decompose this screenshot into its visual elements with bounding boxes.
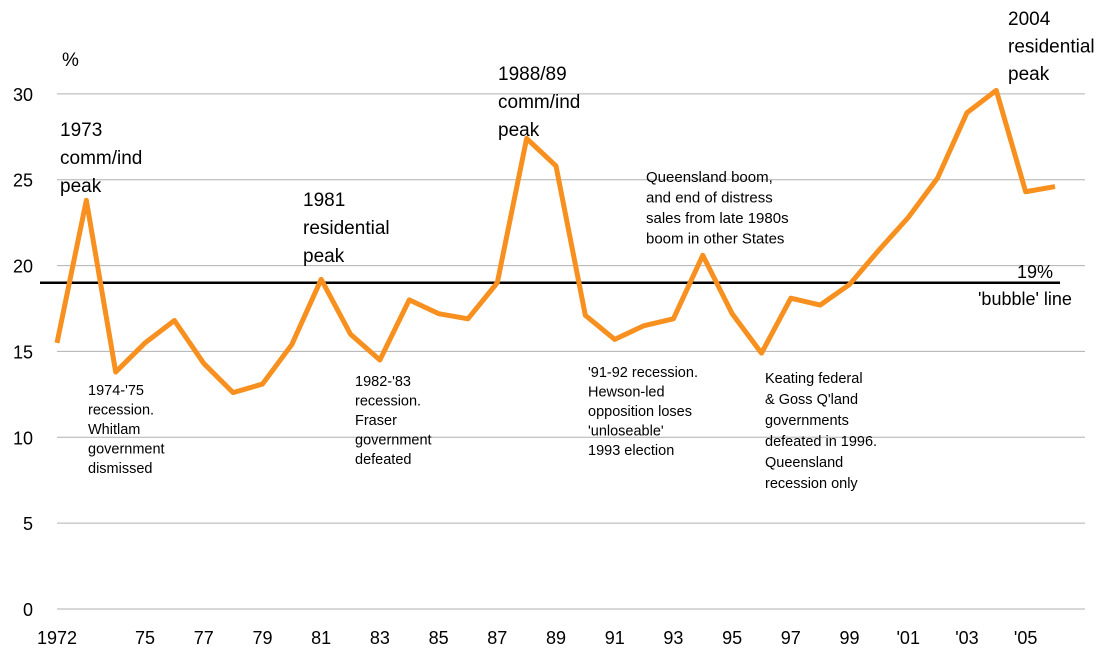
reference-label: 19% bbox=[1017, 262, 1053, 282]
annotation: 1973 comm/ind peak bbox=[60, 120, 142, 197]
x-tick-label: 79 bbox=[252, 628, 272, 648]
annotation-line: Whitlam bbox=[88, 422, 140, 438]
annotation-line: peak bbox=[60, 176, 102, 197]
x-tick-label: 83 bbox=[370, 628, 390, 648]
y-axis-label: % bbox=[62, 50, 79, 71]
annotation-line: peak bbox=[498, 120, 540, 141]
annotation-line: sales from late 1980s bbox=[646, 210, 789, 227]
x-tick-label: '05 bbox=[1014, 628, 1037, 648]
annotation: 2004 residential peak bbox=[1008, 9, 1095, 85]
x-tick-label: 87 bbox=[487, 628, 507, 648]
annotation-line: 1993 election bbox=[588, 443, 674, 459]
x-tick-label: 89 bbox=[546, 628, 566, 648]
annotation: 1974-'75 recession. Whitlam government dismi… bbox=[88, 383, 165, 477]
annotation-line: 1974-'75 bbox=[88, 383, 144, 399]
x-tick-label: '03 bbox=[955, 628, 978, 648]
annotation-line: 1988/89 bbox=[498, 64, 567, 85]
annotation-line: recession. bbox=[355, 394, 421, 410]
y-tick-label: 30 bbox=[13, 85, 33, 105]
annotation: Keating federal & Goss Q'land governments d… bbox=[765, 371, 877, 492]
annotation-line: governments bbox=[765, 413, 849, 429]
x-tick-label: 91 bbox=[605, 628, 625, 648]
annotation-line: defeated in 1996. bbox=[765, 434, 877, 450]
y-tick-label: 5 bbox=[23, 514, 33, 534]
annotation-line: government bbox=[88, 442, 165, 458]
annotation: 1982-'83 recession. Fraser government defeat… bbox=[355, 374, 432, 468]
annotation-line: government bbox=[355, 433, 432, 449]
annotation-line: residential bbox=[1008, 37, 1095, 58]
annotation-line: Keating federal bbox=[765, 371, 863, 387]
y-tick-label: 10 bbox=[13, 428, 33, 448]
annotation-line: boom in other States bbox=[646, 231, 784, 248]
annotation-line: Hewson-led bbox=[588, 385, 665, 401]
annotation: Queensland boom, and end of distress sales… bbox=[646, 169, 789, 248]
annotation-line: 1973 bbox=[60, 120, 102, 141]
x-tick-label: 99 bbox=[840, 628, 860, 648]
annotation-line: recession only bbox=[765, 476, 858, 492]
x-tick-label: 77 bbox=[194, 628, 214, 648]
annotation: 1981 residential peak bbox=[303, 190, 390, 267]
annotation-line: comm/ind bbox=[60, 148, 142, 169]
y-tick-label: 20 bbox=[13, 257, 33, 277]
x-tick-label: 93 bbox=[663, 628, 683, 648]
annotation-line: and end of distress bbox=[646, 190, 773, 207]
x-tick-label: 95 bbox=[722, 628, 742, 648]
annotation-line: recession. bbox=[88, 403, 154, 419]
annotation-line: Queensland boom, bbox=[646, 169, 773, 186]
annotation-line: dismissed bbox=[88, 461, 152, 477]
annotation-line: & Goss Q'land bbox=[765, 392, 858, 408]
x-tick-label: 85 bbox=[429, 628, 449, 648]
y-tick-label: 0 bbox=[23, 600, 33, 620]
annotation-line: residential bbox=[303, 218, 390, 239]
annotation-line: 'unloseable' bbox=[588, 424, 664, 440]
annotation: '91-92 recession. Hewson-led opposition lo… bbox=[588, 365, 698, 459]
annotation-line: 1981 bbox=[303, 190, 345, 211]
y-tick-label: 15 bbox=[13, 342, 33, 362]
x-tick-label: 81 bbox=[311, 628, 331, 648]
annotation: 1988/89 comm/ind peak bbox=[498, 64, 580, 141]
annotation-line: Queensland bbox=[765, 455, 843, 471]
annotation-line: 1982-'83 bbox=[355, 374, 411, 390]
data-line bbox=[54, 87, 1056, 396]
annotation-line: '91-92 recession. bbox=[588, 365, 698, 381]
y-tick-label: 25 bbox=[13, 171, 33, 191]
annotation-line: comm/ind bbox=[498, 92, 580, 113]
annotation-line: Fraser bbox=[355, 413, 397, 429]
reference-label: 'bubble' line bbox=[978, 289, 1072, 309]
annotation-line: 2004 bbox=[1008, 9, 1051, 30]
x-tick-label: 75 bbox=[135, 628, 155, 648]
x-tick-label: 1972 bbox=[37, 628, 77, 648]
annotation-line: peak bbox=[1008, 64, 1050, 85]
x-tick-label: 97 bbox=[781, 628, 801, 648]
annotation-line: peak bbox=[303, 246, 345, 267]
annotation-line: defeated bbox=[355, 452, 411, 468]
x-tick-label: '01 bbox=[897, 628, 920, 648]
annotation-line: opposition loses bbox=[588, 404, 692, 420]
